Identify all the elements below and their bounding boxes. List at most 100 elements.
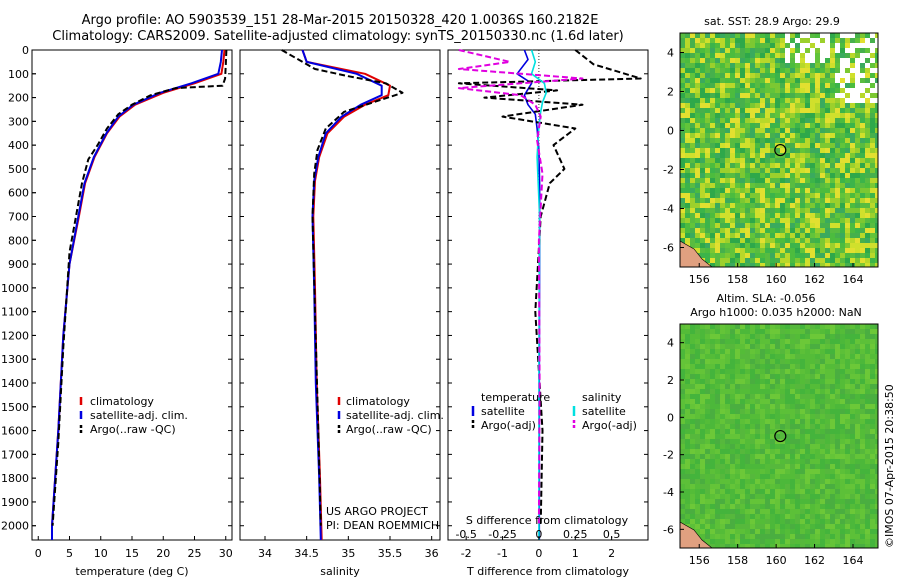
heatmap-cell bbox=[705, 519, 711, 525]
heatmap-cell bbox=[810, 409, 816, 415]
heatmap-cell bbox=[785, 223, 791, 229]
heatmap-cell bbox=[825, 118, 831, 124]
heatmap-cell bbox=[780, 434, 786, 440]
heatmap-cell bbox=[790, 449, 796, 455]
heatmap-cell bbox=[775, 178, 781, 184]
heatmap-cell bbox=[815, 454, 821, 460]
heatmap-cell bbox=[855, 454, 861, 460]
heatmap-cell bbox=[845, 544, 851, 548]
heatmap-cell bbox=[765, 464, 771, 470]
heatmap-cell bbox=[705, 424, 711, 430]
heatmap-cell bbox=[860, 163, 866, 169]
heatmap-cell bbox=[730, 68, 736, 74]
heatmap-cell bbox=[795, 344, 801, 350]
heatmap-cell bbox=[760, 429, 766, 435]
heatmap-cell bbox=[785, 464, 791, 470]
heatmap-cell bbox=[840, 253, 846, 259]
heatmap-cell bbox=[815, 444, 821, 450]
heatmap-cell bbox=[765, 374, 771, 380]
heatmap-cell bbox=[825, 334, 831, 340]
heatmap-cell bbox=[700, 404, 706, 410]
heatmap-cell bbox=[725, 223, 731, 229]
heatmap-cell bbox=[695, 218, 701, 224]
heatmap-cell bbox=[730, 153, 736, 159]
heatmap-cell bbox=[710, 33, 716, 39]
heatmap-cell bbox=[730, 133, 736, 139]
heatmap-cell bbox=[740, 524, 746, 530]
heatmap-cell bbox=[710, 499, 716, 505]
heatmap-cell bbox=[715, 519, 721, 525]
heatmap-cell bbox=[690, 399, 696, 405]
heatmap-cell bbox=[695, 148, 701, 154]
heatmap-cell bbox=[750, 53, 756, 59]
heatmap-cell bbox=[815, 324, 821, 330]
heatmap-cell bbox=[800, 429, 806, 435]
heatmap-cell bbox=[825, 344, 831, 350]
heatmap-cell bbox=[855, 223, 861, 229]
heatmap-cell bbox=[805, 344, 811, 350]
sla-map-title-line1: Altim. SLA: -0.056 bbox=[716, 292, 815, 305]
figure-title-line2: Climatology: CARS2009. Satellite-adjuste… bbox=[52, 29, 624, 44]
heatmap-cell bbox=[795, 98, 801, 104]
heatmap-cell bbox=[690, 519, 696, 525]
heatmap-cell bbox=[740, 178, 746, 184]
heatmap-cell bbox=[800, 88, 806, 94]
heatmap-cell bbox=[845, 449, 851, 455]
heatmap-cell bbox=[865, 524, 871, 530]
heatmap-cell bbox=[840, 529, 846, 535]
heatmap-cell bbox=[745, 334, 751, 340]
heatmap-cell bbox=[865, 48, 871, 54]
heatmap-cell bbox=[705, 474, 711, 480]
heatmap-cell bbox=[690, 439, 696, 445]
heatmap-cell bbox=[840, 504, 846, 510]
heatmap-cell bbox=[750, 399, 756, 405]
heatmap-cell bbox=[745, 198, 751, 204]
heatmap-cell bbox=[775, 108, 781, 114]
heatmap-cell bbox=[775, 138, 781, 144]
heatmap-cell bbox=[780, 58, 786, 64]
heatmap-cell bbox=[770, 499, 776, 505]
heatmap-cell bbox=[830, 253, 836, 259]
heatmap-cell bbox=[875, 469, 878, 475]
heatmap-cell bbox=[780, 128, 786, 134]
heatmap-cell bbox=[795, 329, 801, 335]
heatmap-cell bbox=[685, 203, 691, 209]
heatmap-cell bbox=[750, 63, 756, 69]
heatmap-cell bbox=[780, 334, 786, 340]
heatmap-cell bbox=[815, 364, 821, 370]
heatmap-cell bbox=[830, 38, 836, 44]
heatmap-cell bbox=[680, 399, 686, 405]
heatmap-cell bbox=[815, 233, 821, 239]
heatmap-cell bbox=[815, 163, 821, 169]
heatmap-cell bbox=[845, 158, 851, 164]
heatmap-cell bbox=[720, 494, 726, 500]
heatmap-cell bbox=[785, 128, 791, 134]
heatmap-cell bbox=[760, 173, 766, 179]
heatmap-cell bbox=[830, 494, 836, 500]
heatmap-cell bbox=[850, 389, 856, 395]
heatmap-cell bbox=[710, 103, 716, 109]
heatmap-cell bbox=[855, 208, 861, 214]
heatmap-cell bbox=[715, 118, 721, 124]
heatmap-cell bbox=[790, 479, 796, 485]
legend-climatology-label: climatology bbox=[346, 395, 410, 408]
heatmap-cell bbox=[750, 479, 756, 485]
heatmap-cell bbox=[725, 108, 731, 114]
heatmap-cell bbox=[840, 464, 846, 470]
heatmap-cell bbox=[755, 148, 761, 154]
heatmap-cell bbox=[695, 359, 701, 365]
heatmap-cell bbox=[825, 218, 831, 224]
heatmap-cell bbox=[760, 439, 766, 445]
heatmap-cell bbox=[705, 399, 711, 405]
heatmap-cell bbox=[695, 168, 701, 174]
heatmap-cell bbox=[705, 449, 711, 455]
heatmap-cell bbox=[745, 153, 751, 159]
heatmap-cell bbox=[865, 504, 871, 510]
heatmap-cell bbox=[715, 193, 721, 199]
heatmap-cell bbox=[735, 138, 741, 144]
heatmap-cell bbox=[840, 73, 846, 79]
heatmap-cell bbox=[775, 233, 781, 239]
heatmap-cell bbox=[780, 349, 786, 355]
heatmap-cell bbox=[875, 213, 878, 219]
heatmap-cell bbox=[755, 133, 761, 139]
